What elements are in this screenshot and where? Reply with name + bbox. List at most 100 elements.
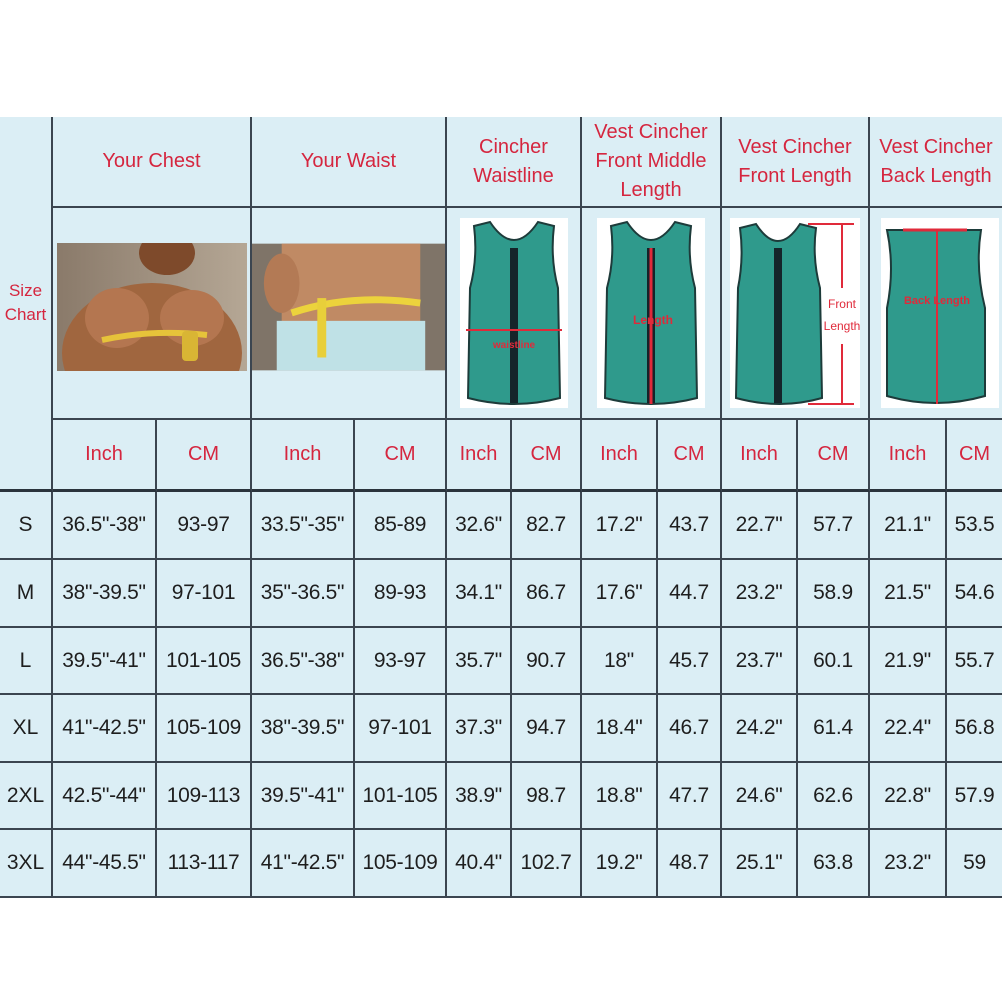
header-line: Vest Cincher [594,121,708,143]
table-cell: 93-97 [157,492,252,560]
cincher-waistline-image: waistline [447,208,582,420]
table-cell: 98.7 [512,763,582,830]
table-cell: 21.1" [870,492,947,560]
unit-cm: CM [355,420,447,492]
table-cell: 38"-39.5" [252,695,355,763]
header-line: Your Chest [102,150,201,172]
table-cell: 47.7 [658,763,722,830]
size-label: L [0,628,53,695]
table-cell: 24.2" [722,695,798,763]
table-cell: 17.6" [582,560,658,628]
table-cell: 18.4" [582,695,658,763]
table-cell: 36.5"-38" [53,492,157,560]
size-label: XL [0,695,53,763]
table-cell: 35"-36.5" [252,560,355,628]
table-cell: 23.2" [722,560,798,628]
table-cell: 86.7 [512,560,582,628]
table-cell: 61.4 [798,695,870,763]
table-cell: 23.7" [722,628,798,695]
waistline-label: waistline [491,340,535,351]
unit-cm: CM [658,420,722,492]
table-cell: 38"-39.5" [53,560,157,628]
chest-measure-photo [53,208,252,420]
table-cell: 90.7 [512,628,582,695]
table-cell: 105-109 [355,830,447,898]
table-cell: 102.7 [512,830,582,898]
size-label: 2XL [0,763,53,830]
size-label: S [0,492,53,560]
table-cell: 57.9 [947,763,1002,830]
table-cell: 60.1 [798,628,870,695]
table-cell: 22.8" [870,763,947,830]
front-label: Front [828,297,857,311]
table-cell: 85-89 [355,492,447,560]
table-cell: 109-113 [157,763,252,830]
back-length-image: Back Length [870,208,1002,420]
table-cell: 33.5"-35" [252,492,355,560]
table-cell: 82.7 [512,492,582,560]
table-cell: 32.6" [447,492,512,560]
header-line: Cincher [479,135,548,158]
header-line: Waistline [473,164,554,187]
front-length-label: Length [824,319,860,333]
unit-inch: Inch [582,420,658,492]
table-cell: 19.2" [582,830,658,898]
table-cell: 63.8 [798,830,870,898]
table-cell: 21.9" [870,628,947,695]
table-cell: 41"-42.5" [252,830,355,898]
table-cell: 62.6 [798,763,870,830]
unit-cm: CM [512,420,582,492]
table-cell: 18.8" [582,763,658,830]
header-line: Length [620,179,682,201]
table-cell: 23.2" [870,830,947,898]
table-cell: 43.7 [658,492,722,560]
unit-cm: CM [947,420,1002,492]
header-line: Front Length [738,164,852,187]
front-middle-length-image: Length [582,208,722,420]
header-cincher-waistline: Cincher Waistline [447,117,582,208]
table-cell: 89-93 [355,560,447,628]
header-chest: Your Chest [53,117,252,208]
unit-inch: Inch [870,420,947,492]
table-cell: 41"-42.5" [53,695,157,763]
unit-cm: CM [157,420,252,492]
table-cell: 22.7" [722,492,798,560]
unit-cm: CM [798,420,870,492]
header-line: Your Waist [300,150,397,172]
table-cell: 37.3" [447,695,512,763]
table-cell: 44.7 [658,560,722,628]
table-cell: 21.5" [870,560,947,628]
table-cell: 55.7 [947,628,1002,695]
table-cell: 94.7 [512,695,582,763]
table-cell: 39.5"-41" [53,628,157,695]
size-chart-table: Size Chart waistline [0,117,1002,898]
table-cell: 101-105 [157,628,252,695]
table-cell: 40.4" [447,830,512,898]
table-cell: 58.9 [798,560,870,628]
table-cell: 97-101 [355,695,447,763]
header-waist: Your Waist [252,117,447,208]
header-line: Vest Cincher [738,135,852,158]
size-chart-label: Size Chart [0,117,53,492]
table-cell: 113-117 [157,830,252,898]
table-cell: 44"-45.5" [53,830,157,898]
size-label: M [0,560,53,628]
length-label: Length [633,313,673,327]
table-cell: 22.4" [870,695,947,763]
unit-inch: Inch [722,420,798,492]
size-label: 3XL [0,830,53,898]
table-cell: 38.9" [447,763,512,830]
back-length-label: Back Length [904,295,970,307]
table-cell: 36.5"-38" [252,628,355,695]
table-cell: 105-109 [157,695,252,763]
table-cell: 93-97 [355,628,447,695]
table-cell: 101-105 [355,763,447,830]
table-cell: 97-101 [157,560,252,628]
table-cell: 34.1" [447,560,512,628]
header-front-length: Vest Cincher Front Length [722,117,870,208]
table-cell: 39.5"-41" [252,763,355,830]
header-back-length: Vest Cincher Back Length [870,117,1002,208]
header-line: Back Length [880,164,992,187]
table-cell: 18" [582,628,658,695]
header-line: Vest Cincher [879,135,993,158]
